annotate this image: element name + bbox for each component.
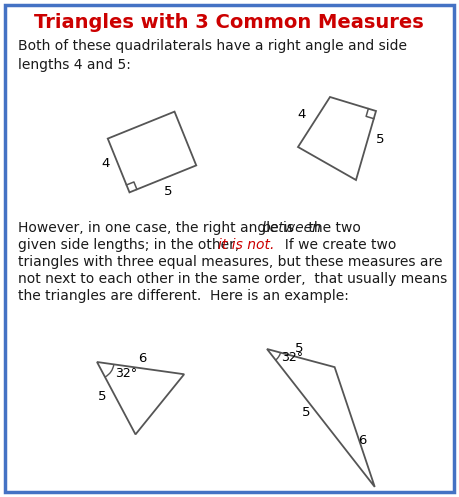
Text: Triangles with 3 Common Measures: Triangles with 3 Common Measures — [34, 13, 424, 32]
Text: However, in one case, the right angle is: However, in one case, the right angle is — [18, 221, 298, 235]
Text: 5: 5 — [302, 407, 310, 419]
Text: the triangles are different.  Here is an example:: the triangles are different. Here is an … — [18, 289, 349, 303]
Text: 6: 6 — [358, 433, 367, 446]
Text: Both of these quadrilaterals have a right angle and side
lengths 4 and 5:: Both of these quadrilaterals have a righ… — [18, 39, 407, 73]
Text: it is not.: it is not. — [218, 238, 274, 252]
Text: triangles with three equal measures, but these measures are: triangles with three equal measures, but… — [18, 255, 442, 269]
Text: 5: 5 — [163, 185, 172, 198]
Text: 32°: 32° — [281, 351, 303, 364]
Text: 4: 4 — [298, 107, 306, 120]
Text: between: between — [262, 221, 322, 235]
Text: If we create two: If we create two — [276, 238, 397, 252]
Text: 5: 5 — [295, 341, 303, 354]
Text: 6: 6 — [138, 351, 147, 365]
Text: 4: 4 — [101, 157, 110, 170]
Text: not next to each other in the same order,  that usually means: not next to each other in the same order… — [18, 272, 447, 286]
Text: 5: 5 — [376, 133, 384, 146]
Text: the two: the two — [304, 221, 361, 235]
Text: 5: 5 — [98, 390, 106, 403]
Text: 32°: 32° — [115, 367, 137, 380]
Text: given side lengths; in the other,: given side lengths; in the other, — [18, 238, 248, 252]
